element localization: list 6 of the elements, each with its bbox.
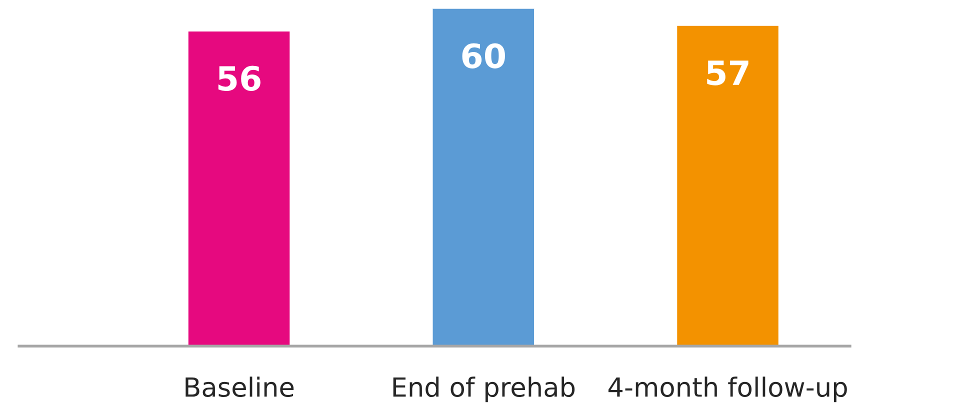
data-label: 57	[707, 60, 748, 86]
x-tick-label: Baseline	[186, 376, 294, 398]
x-tick-label: End of prehab	[393, 376, 575, 402]
data-label: 56	[218, 66, 260, 91]
x-tick-label: 4-month follow-up	[608, 376, 847, 402]
data-label: 60	[462, 43, 505, 68]
